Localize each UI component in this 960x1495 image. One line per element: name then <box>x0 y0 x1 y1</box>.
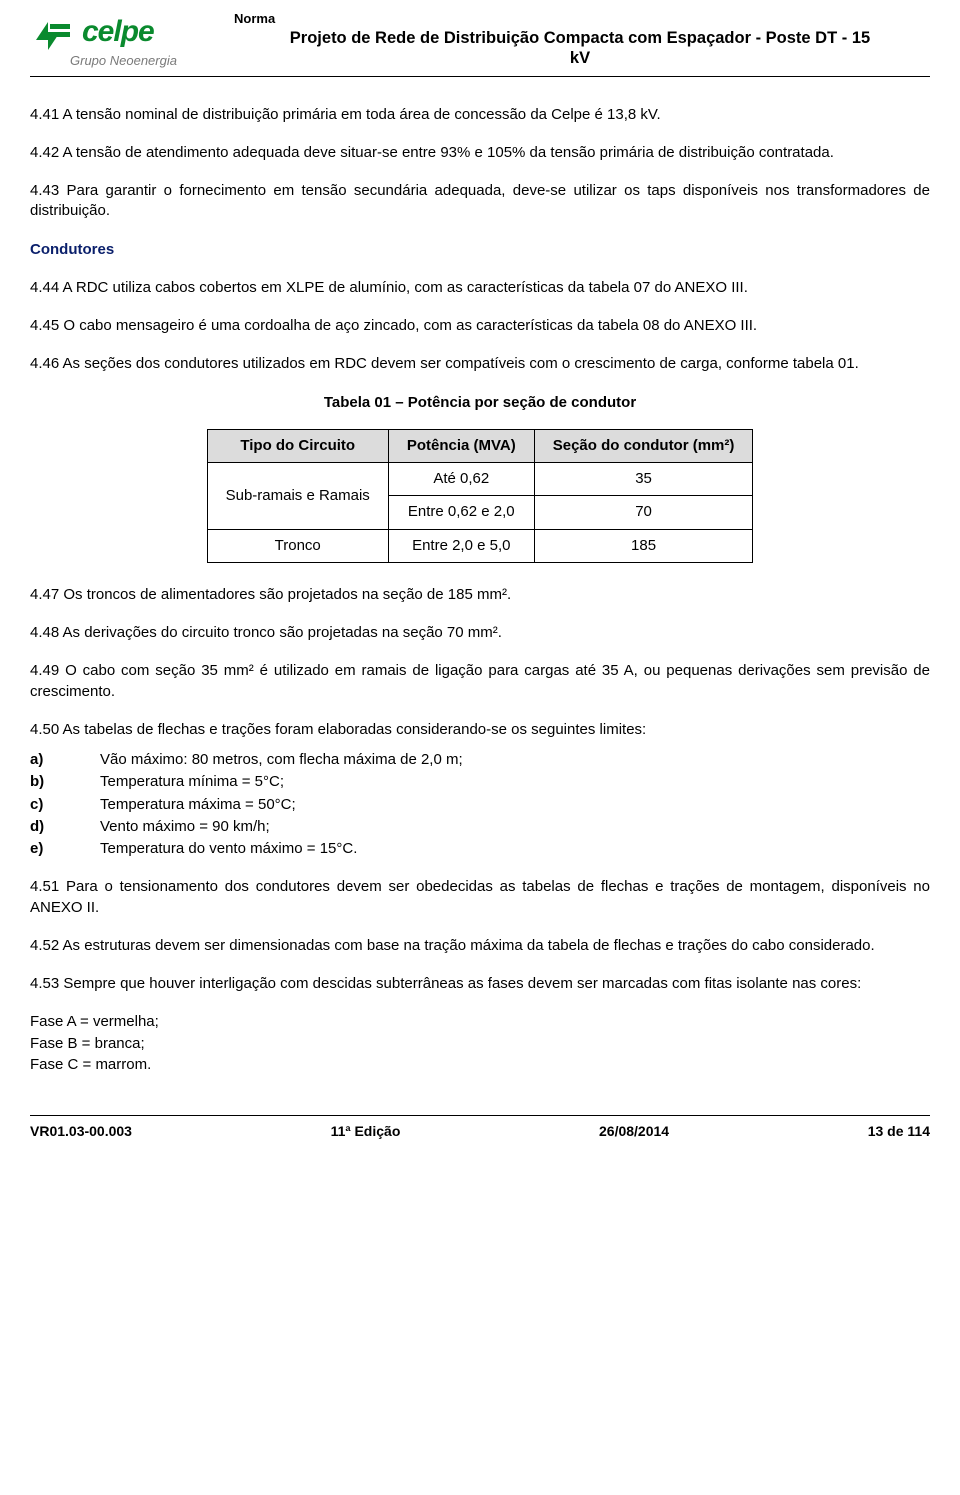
text-4-43: Para garantir o fornecimento em tensão s… <box>30 182 930 219</box>
limit-d-key: d) <box>30 817 100 837</box>
phase-b: Fase B = branca; <box>30 1034 930 1054</box>
text-4-48: As derivações do circuito tronco são pro… <box>63 624 502 641</box>
cell-section-1: 70 <box>534 496 753 529</box>
page-footer: VR01.03-00.003 11ª Edição 26/08/2014 13 … <box>30 1115 930 1141</box>
text-4-52: As estruturas devem ser dimensionadas co… <box>63 937 875 954</box>
para-4-48: 4.48 As derivações do circuito tronco sã… <box>30 623 930 643</box>
num-4-48: 4.48 <box>30 624 59 641</box>
limit-b-key: b) <box>30 772 100 792</box>
th-section: Seção do condutor (mm²) <box>534 429 753 462</box>
cell-circuit-2: Tronco <box>207 529 388 562</box>
logo-row: celpe <box>30 10 154 54</box>
limit-d-text: Vento máximo = 90 km/h; <box>100 817 270 837</box>
text-4-46: As seções dos condutores utilizados em R… <box>63 355 859 372</box>
text-4-42: A tensão de atendimento adequada deve si… <box>63 144 834 161</box>
limit-b-text: Temperatura mínima = 5°C; <box>100 772 284 792</box>
table-header-row: Tipo do Circuito Potência (MVA) Seção do… <box>207 429 753 462</box>
footer-date: 26/08/2014 <box>599 1122 669 1141</box>
num-4-42: 4.42 <box>30 144 59 161</box>
num-4-41: 4.41 <box>30 106 59 123</box>
para-4-47: 4.47 Os troncos de alimentadores são pro… <box>30 585 930 605</box>
para-4-49: 4.49 O cabo com seção 35 mm² é utilizado… <box>30 661 930 702</box>
text-4-41: A tensão nominal de distribuição primári… <box>63 106 661 123</box>
num-4-47: 4.47 <box>30 586 59 603</box>
table-row: Tronco Entre 2,0 e 5,0 185 <box>207 529 753 562</box>
para-4-42: 4.42 A tensão de atendimento adequada de… <box>30 143 930 163</box>
text-4-44: A RDC utiliza cabos cobertos em XLPE de … <box>63 279 748 296</box>
logo-text: celpe <box>82 12 154 53</box>
cell-power-2: Entre 2,0 e 5,0 <box>388 529 534 562</box>
para-4-52: 4.52 As estruturas devem ser dimensionad… <box>30 936 930 956</box>
table-row: Sub-ramais e Ramais Até 0,62 35 <box>207 463 753 496</box>
num-4-51: 4.51 <box>30 878 59 895</box>
limit-d: d)Vento máximo = 90 km/h; <box>30 817 930 837</box>
text-4-50: As tabelas de flechas e trações foram el… <box>63 721 647 738</box>
num-4-53: 4.53 <box>30 975 59 992</box>
num-4-52: 4.52 <box>30 937 59 954</box>
para-4-46: 4.46 As seções dos condutores utilizados… <box>30 354 930 374</box>
num-4-45: 4.45 <box>30 317 59 334</box>
para-4-51: 4.51 Para o tensionamento dos condutores… <box>30 877 930 918</box>
cell-power-1: Entre 0,62 e 2,0 <box>388 496 534 529</box>
text-4-45: O cabo mensageiro é uma cordoalha de aço… <box>63 317 757 334</box>
norma-label: Norma <box>230 10 930 28</box>
para-4-45: 4.45 O cabo mensageiro é uma cordoalha d… <box>30 316 930 336</box>
limit-a-key: a) <box>30 750 100 770</box>
num-4-44: 4.44 <box>30 279 59 296</box>
limits-list: a)Vão máximo: 80 metros, com flecha máxi… <box>30 750 930 859</box>
para-4-41: 4.41 A tensão nominal de distribuição pr… <box>30 105 930 125</box>
limit-a: a)Vão máximo: 80 metros, com flecha máxi… <box>30 750 930 770</box>
limit-c-text: Temperatura máxima = 50°C; <box>100 795 296 815</box>
num-4-49: 4.49 <box>30 662 59 679</box>
cell-circuit-0: Sub-ramais e Ramais <box>207 463 388 530</box>
cell-section-0: 35 <box>534 463 753 496</box>
footer-edition: 11ª Edição <box>331 1122 401 1141</box>
text-4-49: O cabo com seção 35 mm² é utilizado em r… <box>30 662 930 699</box>
celpe-logo-icon <box>30 10 74 54</box>
phase-list: Fase A = vermelha; Fase B = branca; Fase… <box>30 1012 930 1075</box>
logo-subtitle: Grupo Neoenergia <box>70 52 177 70</box>
page-header: celpe Grupo Neoenergia Norma Projeto de … <box>30 10 930 77</box>
limit-a-text: Vão máximo: 80 metros, com flecha máxima… <box>100 750 463 770</box>
num-4-43: 4.43 <box>30 182 59 199</box>
text-4-47: Os troncos de alimentadores são projetad… <box>63 586 511 603</box>
limit-c: c)Temperatura máxima = 50°C; <box>30 795 930 815</box>
text-4-53: Sempre que houver interligação com desci… <box>63 975 861 992</box>
section-condutores: Condutores <box>30 240 930 260</box>
logo-block: celpe Grupo Neoenergia <box>30 10 230 70</box>
limit-e-key: e) <box>30 839 100 859</box>
para-4-50: 4.50 As tabelas de flechas e trações for… <box>30 720 930 740</box>
doc-title-line2: kV <box>230 48 930 69</box>
limit-e-text: Temperatura do vento máximo = 15°C. <box>100 839 357 859</box>
num-4-50: 4.50 <box>30 721 59 738</box>
th-circuit: Tipo do Circuito <box>207 429 388 462</box>
cell-section-2: 185 <box>534 529 753 562</box>
table-01: Tipo do Circuito Potência (MVA) Seção do… <box>207 429 754 563</box>
cell-power-0: Até 0,62 <box>388 463 534 496</box>
text-4-51: Para o tensionamento dos condutores deve… <box>30 878 930 915</box>
para-4-44: 4.44 A RDC utiliza cabos cobertos em XLP… <box>30 278 930 298</box>
num-4-46: 4.46 <box>30 355 59 372</box>
limit-c-key: c) <box>30 795 100 815</box>
para-4-43: 4.43 Para garantir o fornecimento em ten… <box>30 181 930 222</box>
limit-b: b)Temperatura mínima = 5°C; <box>30 772 930 792</box>
doc-title-line1: Projeto de Rede de Distribuição Compacta… <box>230 28 930 49</box>
footer-code: VR01.03-00.003 <box>30 1122 132 1141</box>
footer-page: 13 de 114 <box>868 1122 930 1141</box>
phase-c: Fase C = marrom. <box>30 1055 930 1075</box>
para-4-53: 4.53 Sempre que houver interligação com … <box>30 974 930 994</box>
header-title-block: Norma Projeto de Rede de Distribuição Co… <box>230 10 930 69</box>
table01-caption: Tabela 01 – Potência por seção de condut… <box>30 393 930 413</box>
limit-e: e)Temperatura do vento máximo = 15°C. <box>30 839 930 859</box>
th-power: Potência (MVA) <box>388 429 534 462</box>
phase-a: Fase A = vermelha; <box>30 1012 930 1032</box>
